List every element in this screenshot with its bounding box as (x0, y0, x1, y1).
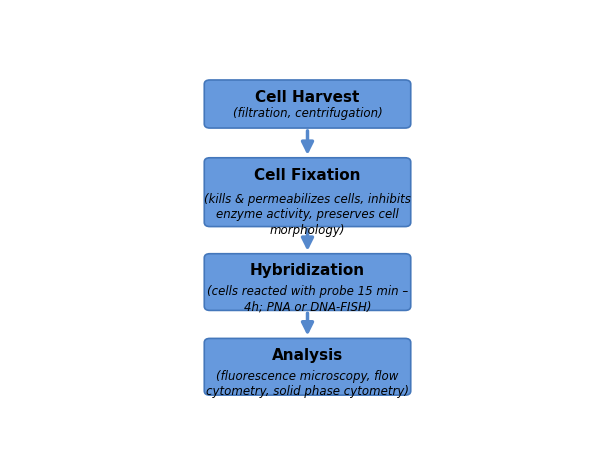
Text: (filtration, centrifugation): (filtration, centrifugation) (233, 107, 382, 120)
Text: (kills & permeabilizes cells, inhibits
enzyme activity, preserves cell
morpholog: (kills & permeabilizes cells, inhibits e… (204, 193, 411, 237)
Text: Hybridization: Hybridization (250, 264, 365, 278)
Text: (fluorescence microscopy, flow
cytometry, solid phase cytometry): (fluorescence microscopy, flow cytometry… (206, 370, 409, 398)
FancyBboxPatch shape (204, 254, 411, 310)
Text: (cells reacted with probe 15 min –
4h; PNA or DNA-FISH): (cells reacted with probe 15 min – 4h; P… (207, 285, 408, 313)
FancyBboxPatch shape (204, 80, 411, 128)
Text: Analysis: Analysis (272, 348, 343, 363)
Text: Cell Harvest: Cell Harvest (256, 90, 359, 105)
Text: Cell Fixation: Cell Fixation (254, 168, 361, 183)
FancyBboxPatch shape (204, 339, 411, 395)
FancyBboxPatch shape (204, 158, 411, 227)
